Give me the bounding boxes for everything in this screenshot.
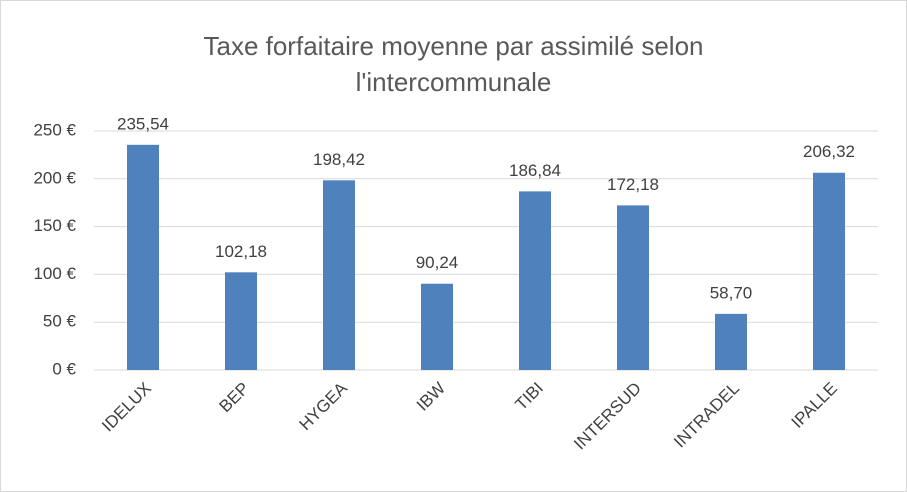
data-label: 58,70 [710,283,753,302]
data-label: 172,18 [607,175,659,194]
y-tick-label: 100 € [33,264,76,283]
bar [715,313,747,370]
bar [519,191,551,370]
bar [421,283,453,370]
data-label: 198,42 [313,150,365,169]
data-label: 206,32 [803,142,855,161]
bar [617,205,649,370]
data-label: 186,84 [509,161,561,180]
chart-title: Taxe forfaitaire moyenne par assimilé se… [203,31,704,97]
y-tick-label: 200 € [33,168,76,187]
bar [127,144,159,370]
y-tick-label: 250 € [33,120,76,139]
bar [813,172,845,370]
data-label: 235,54 [117,114,169,133]
data-label: 90,24 [416,253,459,272]
bar [225,272,257,370]
y-tick-label: 0 € [52,359,76,378]
bar [323,180,355,370]
data-label: 102,18 [215,242,267,261]
y-tick-label: 50 € [43,312,77,331]
title-box: Taxe forfaitaire moyenne par assimilé se… [0,28,907,100]
y-tick-label: 150 € [33,216,76,235]
